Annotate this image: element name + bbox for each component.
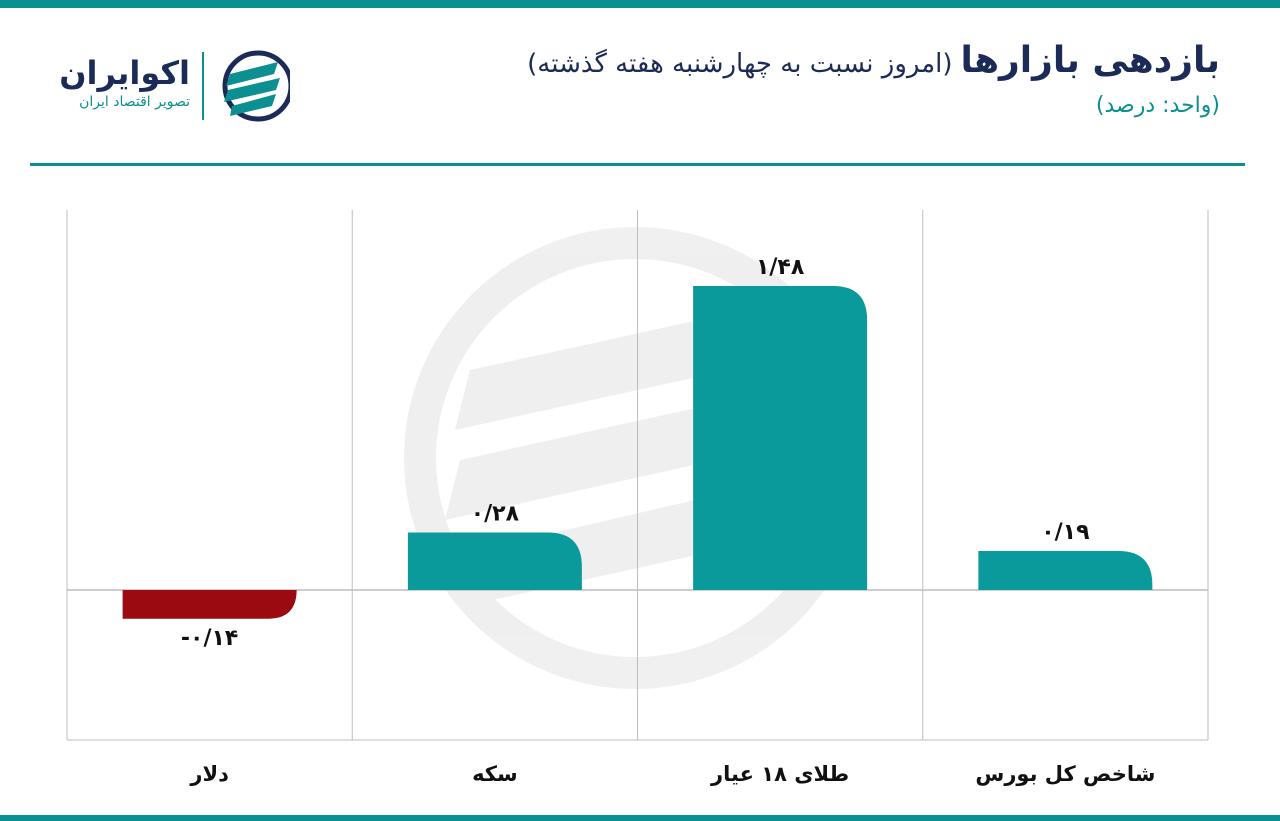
bar-3 xyxy=(122,590,297,619)
brand-logo: اکوایران تصویر اقتصاد ایران xyxy=(30,48,290,132)
logo-text: اکوایران تصویر اقتصاد ایران xyxy=(30,54,190,112)
grid-layer xyxy=(66,210,1209,741)
bar-1 xyxy=(693,286,868,591)
data-label: ۱/۴۸ xyxy=(756,255,805,280)
title-block: بازدهی بازارها(امروز نسبت به چهارشنبه هف… xyxy=(527,40,1220,118)
header-divider xyxy=(30,163,1245,166)
chart-subtitle: (امروز نسبت به چهارشنبه هفته گذشته) xyxy=(527,49,953,79)
title-line: بازدهی بازارها(امروز نسبت به چهارشنبه هف… xyxy=(527,40,1220,81)
logo-tagline: تصویر اقتصاد ایران xyxy=(79,94,190,110)
logo-name: اکوایران xyxy=(59,54,190,92)
category-label: شاخص کل بورس xyxy=(975,762,1155,786)
ecoiran-logo-icon xyxy=(222,50,290,122)
category-label: طلای ۱۸ عیار xyxy=(710,762,849,786)
bottom-accent-bar xyxy=(0,815,1280,821)
chart-title: بازدهی بازارها xyxy=(960,40,1220,81)
bar-0 xyxy=(978,551,1153,591)
data-label: ۰/۱۹ xyxy=(1041,520,1089,545)
data-label: ۰/۲۸ xyxy=(471,502,520,527)
top-accent-bar xyxy=(0,0,1280,8)
unit-label: (واحد: درصد) xyxy=(1095,93,1220,118)
data-label: -۰/۱۴ xyxy=(181,626,238,651)
logo-divider xyxy=(202,52,204,120)
bar-layer xyxy=(122,286,1153,619)
bar-2 xyxy=(407,532,582,591)
label-layer: ۰/۱۹ شاخص کل بورس ۱/۴۸ طلای ۱۸ عیار ۰/۲۸ سکه -… xyxy=(181,255,1155,786)
category-label: سکه xyxy=(472,762,518,786)
category-label: دلار xyxy=(189,762,229,786)
